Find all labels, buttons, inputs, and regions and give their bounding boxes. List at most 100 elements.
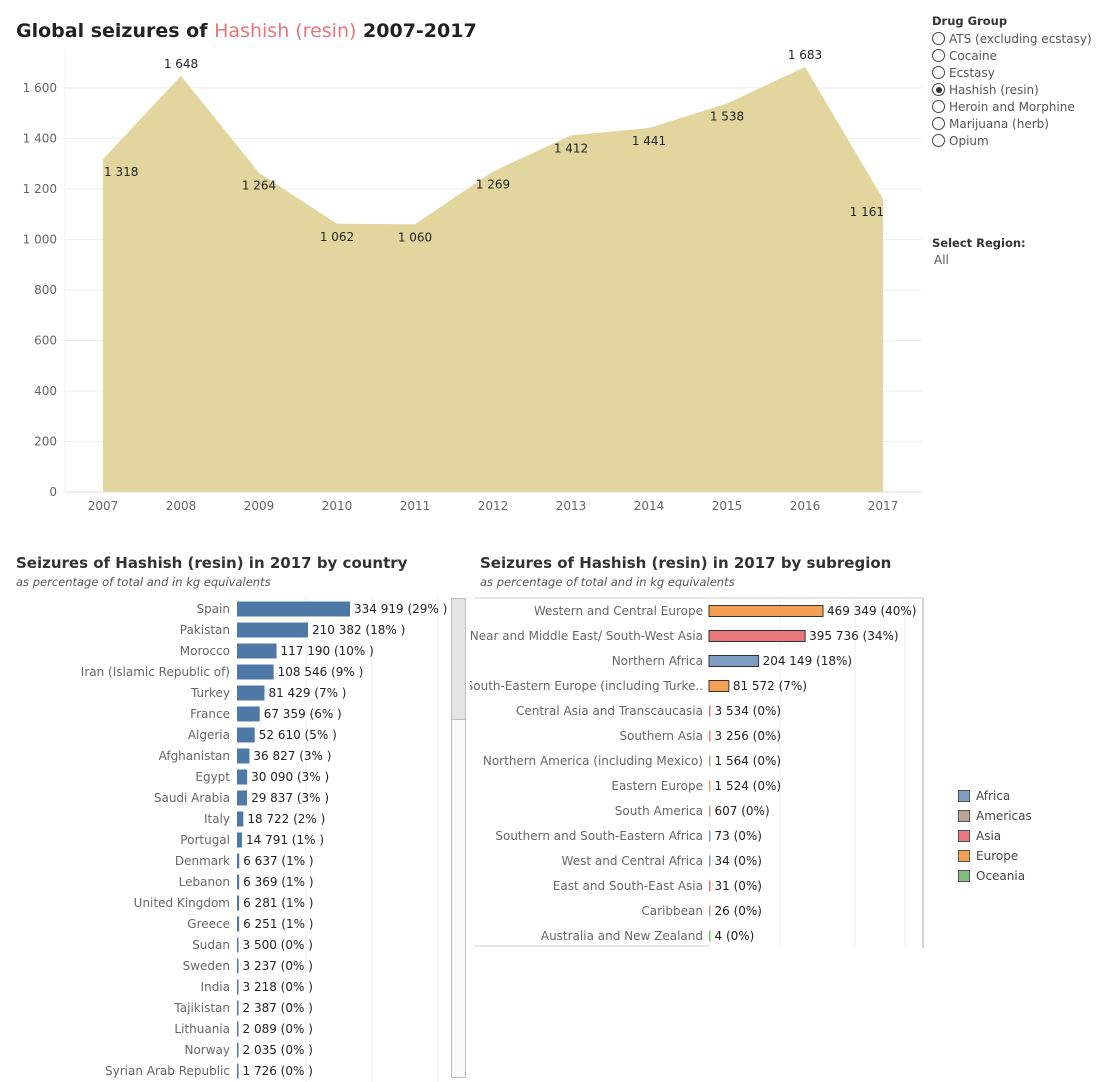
drug-option[interactable]: Heroin and Morphine — [932, 98, 1092, 115]
legend-item[interactable]: Africa — [958, 786, 1032, 806]
subregion-value-label: 607 (0%) — [715, 804, 770, 818]
x-tick-label: 2016 — [790, 499, 821, 513]
legend-label: Asia — [976, 829, 1002, 843]
legend-swatch — [958, 850, 970, 862]
subregion-label: Caribbean — [641, 904, 703, 918]
x-tick-label: 2013 — [556, 499, 587, 513]
country-value-label: 81 429 (7% ) — [268, 686, 346, 700]
drug-group-label: Drug Group — [932, 14, 1008, 28]
data-label: 1 161 — [850, 205, 884, 219]
drug-option-label: Cocaine — [949, 48, 997, 63]
subregion-chart-caption: as percentage of total and in kg equival… — [480, 575, 735, 589]
region-filter-value[interactable]: All — [934, 253, 949, 267]
legend-swatch — [958, 830, 970, 842]
subregion-bar — [709, 705, 711, 717]
country-bar — [237, 853, 240, 869]
title-suffix: 2007-2017 — [363, 20, 477, 42]
y-tick-label: 800 — [34, 283, 57, 297]
radio-button[interactable] — [932, 66, 945, 79]
country-label: Egypt — [195, 770, 230, 784]
country-label: Spain — [196, 602, 230, 616]
subregion-label: Central Asia and Transcaucasia — [516, 704, 703, 718]
subregion-value-label: 395 736 (34%) — [809, 629, 898, 643]
subregion-bar — [709, 930, 711, 942]
legend-label: Africa — [976, 789, 1011, 803]
subregion-value-label: 469 349 (40%) — [827, 604, 916, 618]
country-bar — [237, 1042, 239, 1058]
radio-button[interactable] — [932, 32, 945, 45]
radio-button[interactable] — [932, 100, 945, 113]
country-value-label: 6 281 (1% ) — [243, 896, 313, 910]
country-label: Norway — [184, 1043, 230, 1057]
legend-item[interactable]: Asia — [958, 826, 1032, 846]
drug-option-label: Opium — [949, 133, 989, 148]
country-bar — [237, 748, 250, 764]
subregion-value-label: 3 534 (0%) — [715, 704, 782, 718]
country-value-label: 2 035 (0% ) — [243, 1043, 313, 1057]
country-label: Algeria — [188, 728, 230, 742]
page-title: Global seizures of Hashish (resin) 2007-… — [16, 20, 477, 42]
drug-option[interactable]: Ecstasy — [932, 64, 1092, 81]
subregion-value-label: 34 (0%) — [715, 854, 762, 868]
subregion-value-label: 204 149 (18%) — [763, 654, 852, 668]
subregion-value-label: 1 564 (0%) — [715, 754, 782, 768]
country-label: Sweden — [183, 959, 230, 973]
country-bar — [237, 1063, 239, 1079]
region-filter-label: Select Region: — [932, 236, 1026, 250]
y-tick-label: 200 — [34, 434, 57, 448]
subregion-bar — [709, 880, 711, 892]
y-tick-label: 0 — [49, 485, 57, 499]
data-label: 1 269 — [476, 177, 510, 191]
legend-item[interactable]: Europe — [958, 846, 1032, 866]
drug-option[interactable]: Opium — [932, 132, 1092, 149]
subregion-label: Near and Middle East/ South-West Asia — [470, 629, 703, 643]
x-tick-label: 2009 — [244, 499, 275, 513]
subregion-bar — [708, 680, 730, 692]
country-label: Lebanon — [179, 875, 230, 889]
legend-swatch — [958, 810, 970, 822]
country-label: Syrian Arab Republic — [105, 1064, 230, 1078]
country-bar — [237, 958, 239, 974]
subregion-value-label: 31 (0%) — [715, 879, 762, 893]
drug-option-label: ATS (excluding ecstasy) — [949, 31, 1092, 46]
country-scrollbar-thumb[interactable] — [452, 599, 465, 720]
legend-item[interactable]: Oceania — [958, 866, 1032, 886]
y-tick-label: 1 000 — [23, 232, 57, 246]
drug-option[interactable]: Marijuana (herb) — [932, 115, 1092, 132]
country-value-label: 3 218 (0% ) — [243, 980, 313, 994]
subregion-chart-title: Seizures of Hashish (resin) in 2017 by s… — [480, 554, 892, 572]
legend-label: Americas — [976, 809, 1032, 823]
drug-group-filter: Drug Group ATS (excluding ecstasy) Cocain… — [932, 14, 1092, 149]
country-label: Pakistan — [180, 623, 230, 637]
drug-option[interactable]: Cocaine — [932, 47, 1092, 64]
country-bar — [237, 706, 260, 722]
country-label: Morocco — [180, 644, 230, 658]
country-bar-chart: Spain 334 919 (29% ) Pakistan 210 382 (18% … — [81, 596, 447, 1082]
legend-swatch — [958, 790, 970, 802]
y-tick-label: 1 200 — [23, 182, 57, 196]
subregion-bar — [709, 755, 711, 767]
radio-button[interactable] — [932, 83, 945, 96]
drug-option-label: Marijuana (herb) — [949, 116, 1049, 131]
y-tick-label: 1 400 — [23, 131, 57, 145]
subregion-label: Australia and New Zealand — [541, 929, 703, 943]
subregion-value-label: 3 256 (0%) — [715, 729, 782, 743]
radio-button[interactable] — [932, 117, 945, 130]
radio-button[interactable] — [932, 134, 945, 147]
drug-group-options: ATS (excluding ecstasy) Cocaine Ecstasy Has… — [932, 30, 1092, 149]
region-legend: Africa Americas Asia Europe Oceania — [958, 786, 1032, 886]
radio-button[interactable] — [932, 49, 945, 62]
country-value-label: 52 610 (5% ) — [259, 728, 337, 742]
subregion-value-label: 4 (0%) — [715, 929, 755, 943]
drug-option[interactable]: ATS (excluding ecstasy) — [932, 30, 1092, 47]
country-label: Portugal — [180, 833, 230, 847]
country-value-label: 14 791 (1% ) — [246, 833, 324, 847]
subregion-bar — [709, 730, 711, 742]
area-series — [103, 66, 883, 492]
country-value-label: 36 827 (3% ) — [253, 749, 331, 763]
drug-option[interactable]: Hashish (resin) — [932, 81, 1092, 98]
country-value-label: 6 369 (1% ) — [243, 875, 313, 889]
country-bar — [237, 601, 350, 617]
country-bar — [237, 874, 240, 890]
legend-item[interactable]: Americas — [958, 806, 1032, 826]
